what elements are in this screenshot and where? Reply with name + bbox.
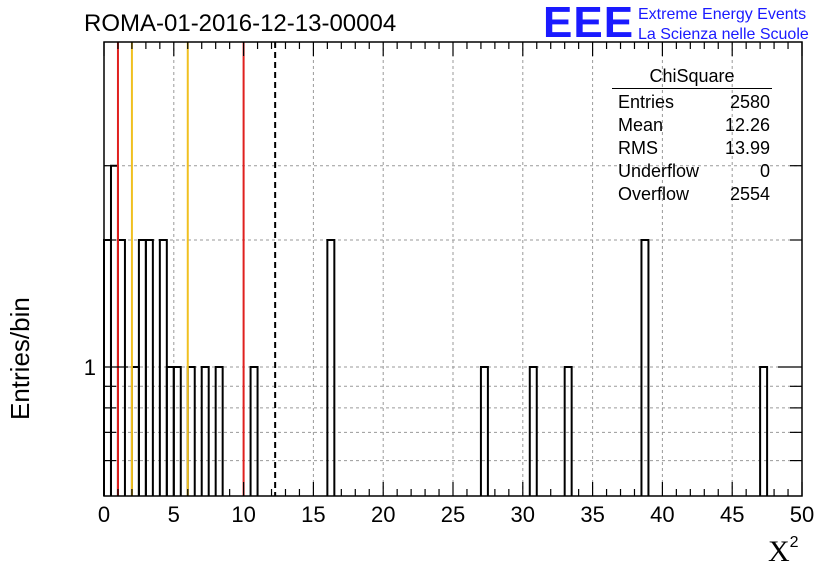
histogram-bin <box>326 239 336 496</box>
histogram-bin <box>479 366 489 496</box>
stats-title: ChiSquare <box>612 66 772 89</box>
stat-label: RMS <box>618 138 658 158</box>
histogram-bin <box>172 366 182 496</box>
x-tick-label: 35 <box>580 502 604 527</box>
stat-value: 0 <box>759 161 770 181</box>
chart-title: ROMA-01-2016-12-13-00004 <box>84 10 397 37</box>
x-tick-label: 15 <box>301 502 325 527</box>
histogram-bin <box>109 164 119 496</box>
reference-lines <box>116 42 277 496</box>
x-tick-label: 0 <box>98 502 110 527</box>
histogram-bins <box>103 164 769 496</box>
stat-value: 12.26 <box>724 115 770 135</box>
stat-label: Mean <box>618 115 664 135</box>
x-tick-label: 25 <box>441 502 465 527</box>
x-tick-label: 20 <box>371 502 395 527</box>
stats-box: ChiSquare Entries 2580 Mean 12.26 RMS 13… <box>612 66 778 206</box>
histogram-bin <box>249 366 259 496</box>
stat-value: 13.99 <box>724 138 770 158</box>
y-tick-label: 1 <box>84 355 96 380</box>
histogram-bin <box>137 239 147 496</box>
stat-row-underflow: Underflow 0 <box>612 160 778 183</box>
histogram-bin <box>144 239 154 496</box>
axes <box>103 41 803 497</box>
x-tick-label: 40 <box>650 502 674 527</box>
stat-row-overflow: Overflow 2554 <box>612 183 778 206</box>
x-tick-label: 50 <box>790 502 814 527</box>
stat-value: 2554 <box>729 184 770 204</box>
histogram-bin <box>116 239 126 496</box>
stat-row-rms: RMS 13.99 <box>612 137 778 160</box>
stat-label: Entries <box>618 92 675 112</box>
histogram-bin <box>640 239 650 496</box>
x-axis-label: X2 <box>768 534 799 569</box>
histogram-bin <box>759 366 769 496</box>
eee-logo: EEE Extreme Energy Events La Scienza nel… <box>543 0 833 48</box>
logo-line1: Extreme Energy Events <box>638 6 807 23</box>
histogram-bin <box>563 366 573 496</box>
x-tick-label: 10 <box>231 502 255 527</box>
tick-labels: 0 5 10 15 20 25 30 35 40 45 50 1 <box>84 355 814 527</box>
stat-row-mean: Mean 12.26 <box>612 114 778 137</box>
stat-row-entries: Entries 2580 <box>612 91 778 114</box>
logo-line2: La Scienza nelle Scuole <box>638 26 809 43</box>
x-axis-label-superscript: 2 <box>789 534 799 551</box>
histogram-bin <box>528 366 538 496</box>
stat-label: Overflow <box>618 184 690 204</box>
stat-label: Underflow <box>618 161 700 181</box>
x-axis-label-symbol: X <box>768 535 790 568</box>
x-tick-label: 30 <box>511 502 535 527</box>
histogram-bin <box>200 366 210 496</box>
histogram-bin <box>214 366 224 496</box>
histogram-bin <box>158 239 168 496</box>
x-tick-label: 5 <box>168 502 180 527</box>
logo-mark: EEE <box>543 0 635 47</box>
stat-value: 2580 <box>729 92 770 112</box>
x-tick-label: 45 <box>720 502 744 527</box>
histogram-bin <box>103 239 112 496</box>
grid-lines <box>104 42 802 496</box>
